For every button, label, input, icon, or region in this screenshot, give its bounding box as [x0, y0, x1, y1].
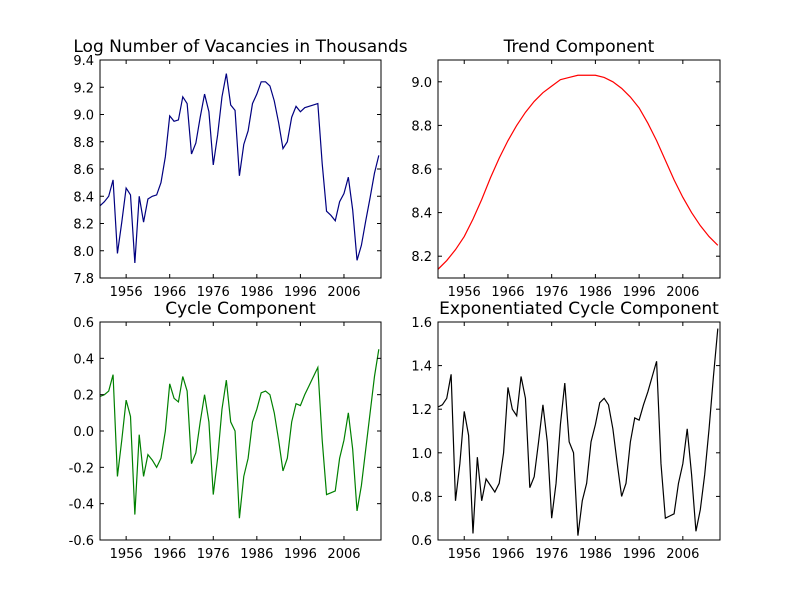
x-tick-label: 1966: [491, 285, 524, 300]
x-tick-label: 2006: [327, 285, 360, 300]
x-tick-label: 1986: [579, 547, 612, 562]
y-tick-label: 8.4: [411, 207, 432, 222]
data-line: [100, 349, 380, 519]
y-tick-label: 1.4: [411, 360, 432, 375]
subplot: Cycle Component -0.6 -0.4 -0.2 0.0 0.2 0.4 0.6 1…: [69, 299, 382, 562]
x-tick-label: 2006: [666, 547, 699, 562]
y-tick-label: 1.6: [411, 316, 432, 331]
y-tick-label: 8.6: [73, 163, 94, 178]
x-tick-label: 1976: [197, 547, 230, 562]
x-tick-label: 1966: [491, 547, 524, 562]
x-tick-label: 1996: [284, 547, 317, 562]
y-tick-label: 8.2: [73, 218, 94, 233]
subplot: Log Number of Vacancies in Thousands 7.8 8…: [73, 37, 407, 300]
x-tick-label: 1956: [110, 547, 143, 562]
x-tick-label: 1986: [240, 285, 273, 300]
y-tick-label: 8.6: [411, 163, 432, 178]
data-line: [438, 328, 719, 536]
x-tick-label: 2006: [327, 547, 360, 562]
x-tick-label: 2006: [666, 285, 699, 300]
x-tick-label: 1966: [153, 285, 186, 300]
x-tick-label: 1996: [623, 285, 656, 300]
axes-frame: [437, 321, 721, 541]
y-tick-label: 0.6: [73, 316, 94, 331]
y-tick-label: 0.2: [73, 389, 94, 404]
y-tick-label: 0.6: [411, 534, 432, 549]
axes-frame: [99, 59, 382, 279]
x-tick-label: 1996: [284, 285, 317, 300]
x-tick-label: 1956: [448, 547, 481, 562]
subplot-title: Exponentiated Cycle Component: [439, 299, 719, 319]
data-line: [100, 73, 380, 264]
subplot-title: Trend Component: [503, 37, 655, 57]
subplot-title: Log Number of Vacancies in Thousands: [73, 37, 407, 57]
x-tick-label: 1976: [535, 285, 568, 300]
y-tick-label: 8.2: [411, 250, 432, 265]
subplot: Trend Component 8.2 8.4 8.6 8.8 9.0 1956 1966 19…: [411, 37, 721, 300]
y-tick-label: 8.8: [411, 119, 432, 134]
x-tick-label: 1976: [197, 285, 230, 300]
y-tick-label: 8.4: [73, 190, 94, 205]
y-tick-label: -0.6: [69, 534, 94, 549]
x-tick-label: 1996: [623, 547, 656, 562]
y-tick-label: 9.2: [73, 81, 94, 96]
x-tick-label: 1966: [153, 547, 186, 562]
y-tick-label: 8.8: [73, 136, 94, 151]
y-tick-label: -0.2: [69, 461, 94, 476]
subplot: Exponentiated Cycle Component 0.6 0.8 1.0 1.…: [411, 299, 721, 562]
y-tick-label: 9.4: [73, 54, 94, 69]
y-tick-label: 8.0: [73, 245, 94, 260]
x-tick-label: 1976: [535, 547, 568, 562]
x-tick-label: 1956: [448, 285, 481, 300]
y-tick-label: 1.2: [411, 403, 432, 418]
y-tick-label: 9.0: [411, 76, 432, 91]
x-tick-label: 1986: [579, 285, 612, 300]
y-tick-label: 7.8: [73, 272, 94, 287]
y-tick-label: -0.4: [69, 498, 94, 513]
y-tick-label: 0.8: [411, 490, 432, 505]
axes-frame: [99, 321, 382, 541]
data-line: [438, 74, 719, 270]
axes-frame: [437, 59, 721, 279]
y-tick-label: 9.0: [73, 109, 94, 124]
subplot-title: Cycle Component: [165, 299, 316, 319]
y-tick-label: 1.0: [411, 447, 432, 462]
y-tick-label: 0.0: [73, 425, 94, 440]
x-tick-label: 1986: [240, 547, 273, 562]
x-tick-label: 1956: [110, 285, 143, 300]
y-tick-label: 0.4: [73, 352, 94, 367]
